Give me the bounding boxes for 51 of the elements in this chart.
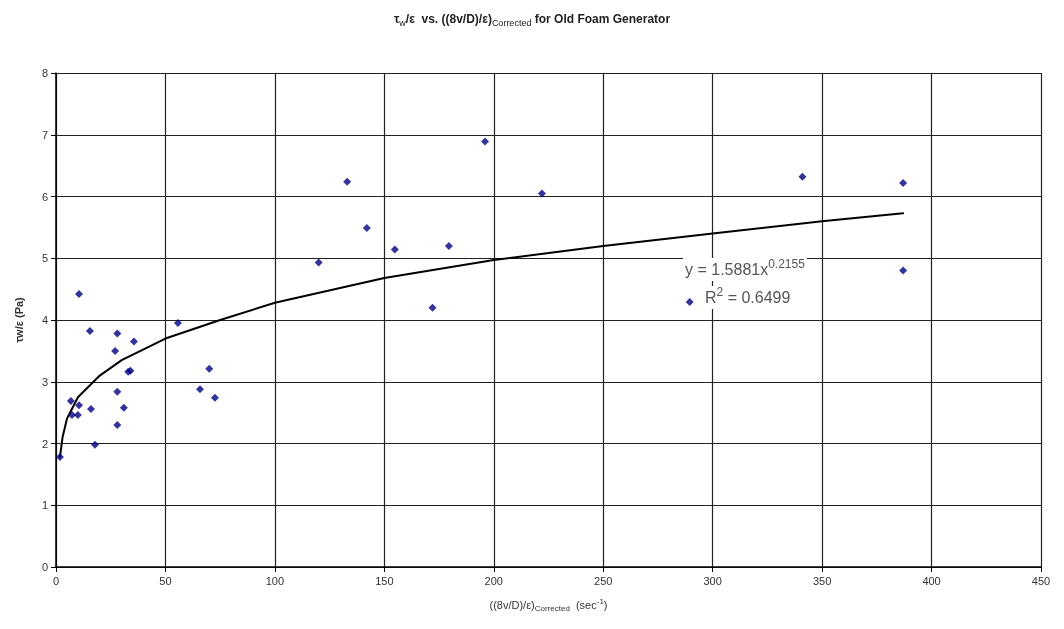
point xyxy=(87,404,96,413)
point xyxy=(390,245,399,254)
point xyxy=(119,403,128,412)
y-tick-label: 7 xyxy=(41,128,48,141)
x-tick-label: 450 xyxy=(1031,574,1051,587)
point xyxy=(210,393,219,402)
y-tick-label: 3 xyxy=(41,375,48,388)
x-tick-label: 100 xyxy=(265,574,285,587)
x-tick-label: 0 xyxy=(52,574,60,587)
point xyxy=(343,177,352,186)
y-tick-label: 5 xyxy=(41,252,48,265)
point xyxy=(67,411,76,420)
y-tick-label: 1 xyxy=(41,499,48,512)
x-tick-label: 350 xyxy=(812,574,832,587)
point xyxy=(90,440,99,449)
x-tick-label: 50 xyxy=(159,574,172,587)
x-tick-label: 150 xyxy=(375,574,394,587)
point xyxy=(899,178,908,187)
x-tick-label: 250 xyxy=(594,574,613,587)
point xyxy=(74,290,83,299)
point xyxy=(798,172,807,181)
point xyxy=(129,337,138,346)
y-tick-label: 2 xyxy=(41,437,48,450)
x-tick-label: 200 xyxy=(484,574,503,587)
point xyxy=(444,241,453,250)
point xyxy=(362,223,371,232)
y-axis-title: τw/ε (Pa) xyxy=(12,296,25,343)
point xyxy=(55,453,64,462)
x-tick-label: 300 xyxy=(703,574,722,587)
point xyxy=(205,364,214,373)
y-tick-label: 4 xyxy=(41,314,48,326)
y-tick-label: 0 xyxy=(41,561,48,573)
point xyxy=(899,266,908,275)
point xyxy=(173,319,182,328)
x-tick-label: 400 xyxy=(922,574,941,587)
point xyxy=(73,411,82,420)
point xyxy=(113,329,122,338)
point xyxy=(685,298,694,307)
y-tick-label: 6 xyxy=(41,190,48,203)
point xyxy=(113,387,122,396)
point xyxy=(66,396,75,405)
point xyxy=(113,420,122,429)
point xyxy=(537,189,546,198)
point xyxy=(85,327,94,336)
point xyxy=(481,137,490,146)
point xyxy=(111,346,120,355)
point xyxy=(428,303,437,312)
point xyxy=(196,385,205,394)
point xyxy=(74,401,83,410)
y-tick-label: 8 xyxy=(41,67,48,79)
point xyxy=(314,258,323,267)
